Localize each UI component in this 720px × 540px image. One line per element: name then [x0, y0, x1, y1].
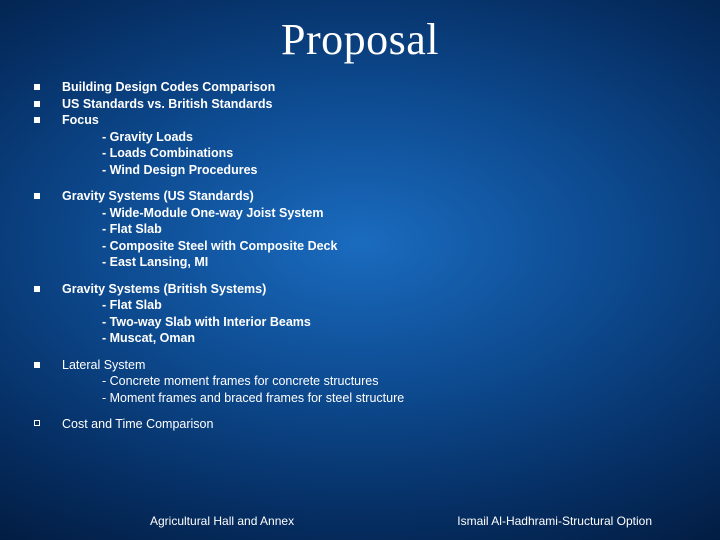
sub-item: - Muscat, Oman — [34, 330, 690, 347]
open-square-bullet-icon — [34, 420, 40, 426]
block-cost: Cost and Time Comparison — [34, 416, 690, 433]
square-bullet-icon — [34, 117, 40, 123]
list-item: US Standards vs. British Standards — [34, 96, 690, 113]
list-item: Gravity Systems (British Systems) — [34, 281, 690, 298]
square-bullet-icon — [34, 101, 40, 107]
footer-left: Agricultural Hall and Annex — [150, 514, 294, 528]
square-bullet-icon — [34, 84, 40, 90]
bullet-text: Lateral System — [62, 357, 690, 374]
list-item: Lateral System — [34, 357, 690, 374]
bullet-text: Gravity Systems (British Systems) — [62, 281, 690, 298]
footer: Agricultural Hall and Annex Ismail Al-Ha… — [0, 514, 720, 528]
bullet-text: Focus — [62, 112, 690, 129]
sub-item: - Moment frames and braced frames for st… — [34, 390, 690, 407]
list-item: Gravity Systems (US Standards) — [34, 188, 690, 205]
sub-item: - East Lansing, MI — [34, 254, 690, 271]
list-item: Cost and Time Comparison — [34, 416, 690, 433]
square-bullet-icon — [34, 362, 40, 368]
sub-item: - Wide-Module One-way Joist System — [34, 205, 690, 222]
block-lateral: Lateral System - Concrete moment frames … — [34, 357, 690, 407]
bullet-text: Building Design Codes Comparison — [62, 79, 690, 96]
sub-item: - Two-way Slab with Interior Beams — [34, 314, 690, 331]
list-item: Building Design Codes Comparison — [34, 79, 690, 96]
block-uk-gravity: Gravity Systems (British Systems) - Flat… — [34, 281, 690, 347]
bullet-text: Cost and Time Comparison — [62, 416, 690, 433]
block-us-gravity: Gravity Systems (US Standards) - Wide-Mo… — [34, 188, 690, 271]
sub-item: - Loads Combinations — [34, 145, 690, 162]
sub-item: - Composite Steel with Composite Deck — [34, 238, 690, 255]
slide-title: Proposal — [30, 14, 690, 65]
slide-content: Building Design Codes Comparison US Stan… — [30, 79, 690, 433]
sub-item: - Flat Slab — [34, 221, 690, 238]
sub-item: - Concrete moment frames for concrete st… — [34, 373, 690, 390]
square-bullet-icon — [34, 286, 40, 292]
square-bullet-icon — [34, 193, 40, 199]
sub-item: - Gravity Loads — [34, 129, 690, 146]
slide: Proposal Building Design Codes Compariso… — [0, 0, 720, 540]
sub-item: - Wind Design Procedures — [34, 162, 690, 179]
list-item: Focus — [34, 112, 690, 129]
sub-item: - Flat Slab — [34, 297, 690, 314]
footer-right: Ismail Al-Hadhrami-Structural Option — [457, 514, 652, 528]
bullet-text: US Standards vs. British Standards — [62, 96, 690, 113]
bullet-text: Gravity Systems (US Standards) — [62, 188, 690, 205]
block-codes: Building Design Codes Comparison US Stan… — [34, 79, 690, 178]
